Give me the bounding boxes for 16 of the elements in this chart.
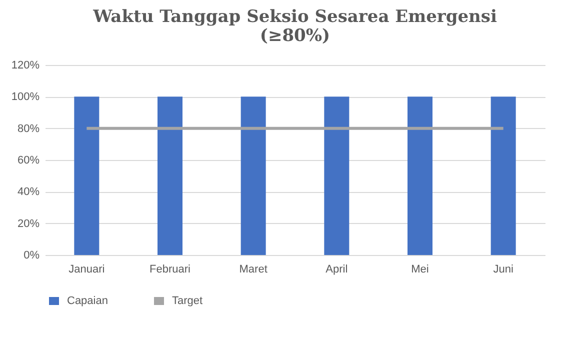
legend-label: Target [172, 295, 203, 307]
x-tick-label: Maret [239, 264, 268, 276]
y-tick-label: 120% [11, 60, 40, 72]
chart-title: Waktu Tanggap Seksio Sesarea Emergensi (≥80%) [92, 7, 498, 46]
x-tick-label: Mei [411, 264, 429, 276]
x-tick-label: Juni [493, 264, 514, 276]
y-tick-label: 40% [17, 186, 40, 198]
legend-label: Capaian [67, 295, 108, 307]
y-tick-label: 80% [17, 122, 40, 135]
y-tick-label: 100% [11, 91, 40, 104]
y-tick-label: 60% [17, 154, 40, 166]
x-tick-label: April [326, 264, 348, 276]
y-tick-label: 0% [24, 250, 40, 262]
y-tick-label: 20% [17, 218, 40, 230]
x-tick-label: Januari [68, 264, 105, 276]
x-tick-label: Februari [150, 264, 190, 276]
